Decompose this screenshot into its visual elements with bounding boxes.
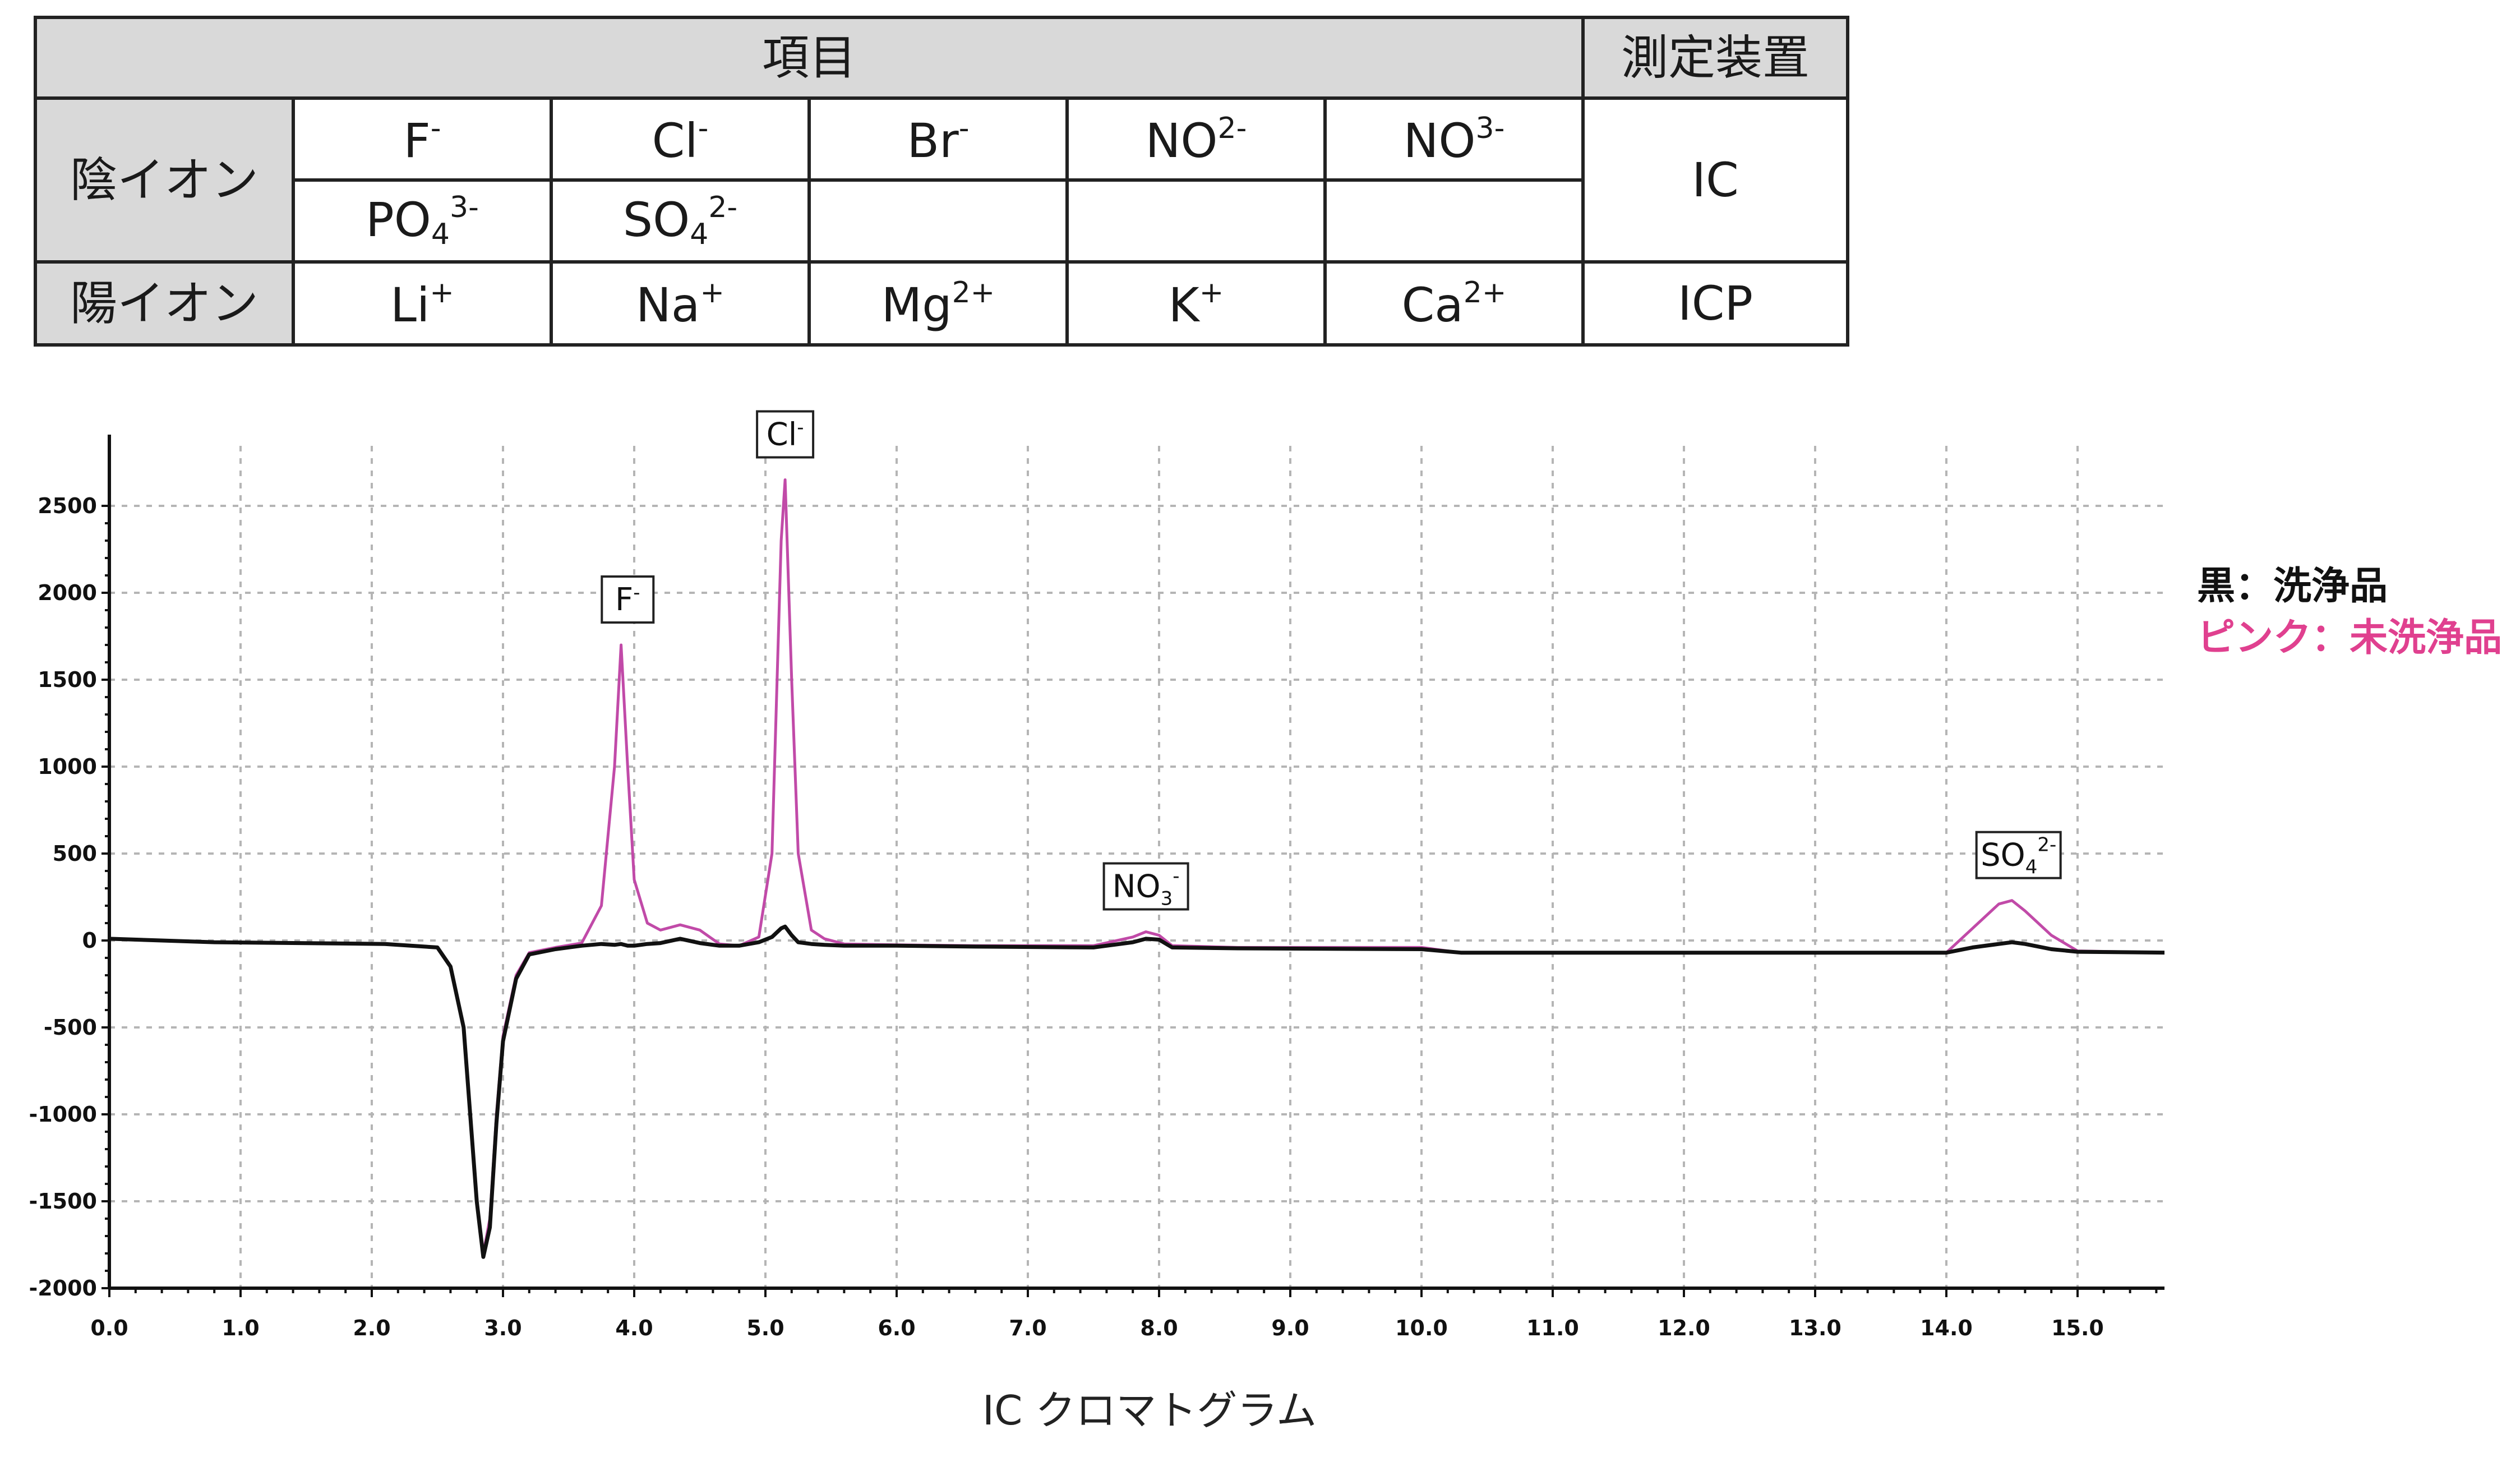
y-tick-label: 1500 (38, 667, 97, 692)
y-tick-label: 1000 (38, 754, 97, 779)
anion-cell: NO2- (1065, 96, 1327, 182)
peak-annotation: Cl- (756, 410, 815, 459)
x-tick-label: 13.0 (1789, 1316, 1841, 1340)
ic-chromatogram-chart: 2500 2000 1500 1000 500 0 -500 -1000 -1500 -2000 0… (29, 410, 2164, 1434)
y-tick-label: 500 (53, 841, 97, 866)
x-tick-label: 5.0 (746, 1316, 784, 1340)
header-device: 測定装置 (1581, 16, 1850, 100)
anion-cell-empty (807, 178, 1069, 264)
cation-cell: Li+ (292, 260, 553, 347)
y-tick-label: 2000 (38, 580, 97, 605)
y-tick-label: -1500 (29, 1189, 97, 1214)
y-tick-label: -1000 (29, 1102, 97, 1127)
x-tick-label: 10.0 (1395, 1316, 1448, 1340)
peak-annotation: F- (601, 575, 655, 624)
chart-annotations: F- Cl- NO3- SO42- (601, 410, 2062, 911)
peak-annotation-label: F- (615, 582, 640, 618)
chart-axes (108, 435, 2164, 1290)
x-tick-label: 1.0 (221, 1316, 259, 1340)
cation-cell: K+ (1065, 260, 1327, 347)
x-tick-label: 15.0 (2051, 1316, 2104, 1340)
x-tick-label: 9.0 (1271, 1316, 1309, 1340)
peak-annotation-box (601, 575, 655, 624)
peak-annotation-box (756, 410, 815, 459)
chart-series (109, 478, 2164, 1259)
x-tick-label: 3.0 (484, 1316, 521, 1340)
anion-cell: F- (292, 96, 553, 182)
header-item: 項目 (33, 16, 1585, 100)
peak-annotation: NO3- (1102, 862, 1189, 911)
x-axis-label: IC クロマトグラム (982, 1387, 1317, 1434)
x-tick-label: 8.0 (1140, 1316, 1178, 1340)
x-tick-label: 4.0 (615, 1316, 653, 1340)
x-tick-label: 7.0 (1009, 1316, 1046, 1340)
chart-ticks: 2500 2000 1500 1000 500 0 -500 -1000 -1500 -2000 0… (29, 494, 2158, 1340)
peak-annotation-label: SO42- (1981, 834, 2056, 879)
anion-label: 陰イオン (34, 96, 295, 264)
peak-annotation-label: NO3- (1113, 865, 1180, 910)
anion-cell-empty (1065, 178, 1327, 264)
x-tick-label: 11.0 (1526, 1316, 1579, 1340)
x-tick-label: 2.0 (353, 1316, 390, 1340)
peak-annotation-label: Cl- (767, 417, 804, 453)
chart-legend: 黒：洗浄品 ピンク：未洗浄品 (2197, 561, 2502, 664)
anion-cell: Br- (807, 96, 1069, 182)
anion-cell: PO43- (292, 178, 553, 264)
anion-cell: SO42- (550, 178, 811, 264)
ion-table: 項目 測定装置 陰イオン F- Cl- Br- NO2- NO3- IC PO4… (33, 16, 1850, 347)
peak-annotation-box (1102, 862, 1189, 911)
anion-cell: NO3- (1323, 96, 1585, 182)
y-tick-label: -2000 (29, 1276, 97, 1301)
series-line-washed (109, 924, 2164, 1259)
legend-unwashed: ピンク：未洗浄品 (2197, 615, 2503, 660)
x-tick-label: 12.0 (1658, 1316, 1710, 1340)
cation-device: ICP (1581, 260, 1850, 347)
legend-washed: 黒：洗浄品 (2197, 564, 2388, 608)
anion-cell: Cl- (550, 96, 811, 182)
x-tick-label: 14.0 (1920, 1316, 1973, 1340)
peak-annotation: SO42- (1975, 831, 2062, 879)
peak-annotation-box (1975, 831, 2062, 879)
x-tick-label: 0.0 (90, 1316, 128, 1340)
cation-cell: Mg2+ (807, 260, 1069, 347)
cation-cell: Na+ (550, 260, 811, 347)
y-tick-label: 0 (82, 928, 97, 953)
x-tick-label: 6.0 (878, 1316, 915, 1340)
anion-device: IC (1581, 96, 1850, 264)
y-tick-label: 2500 (38, 494, 97, 518)
cation-cell: Ca2+ (1323, 260, 1585, 347)
y-tick-label: -500 (44, 1015, 97, 1040)
anion-cell-empty (1323, 178, 1585, 264)
cation-label: 陽イオン (34, 260, 295, 347)
